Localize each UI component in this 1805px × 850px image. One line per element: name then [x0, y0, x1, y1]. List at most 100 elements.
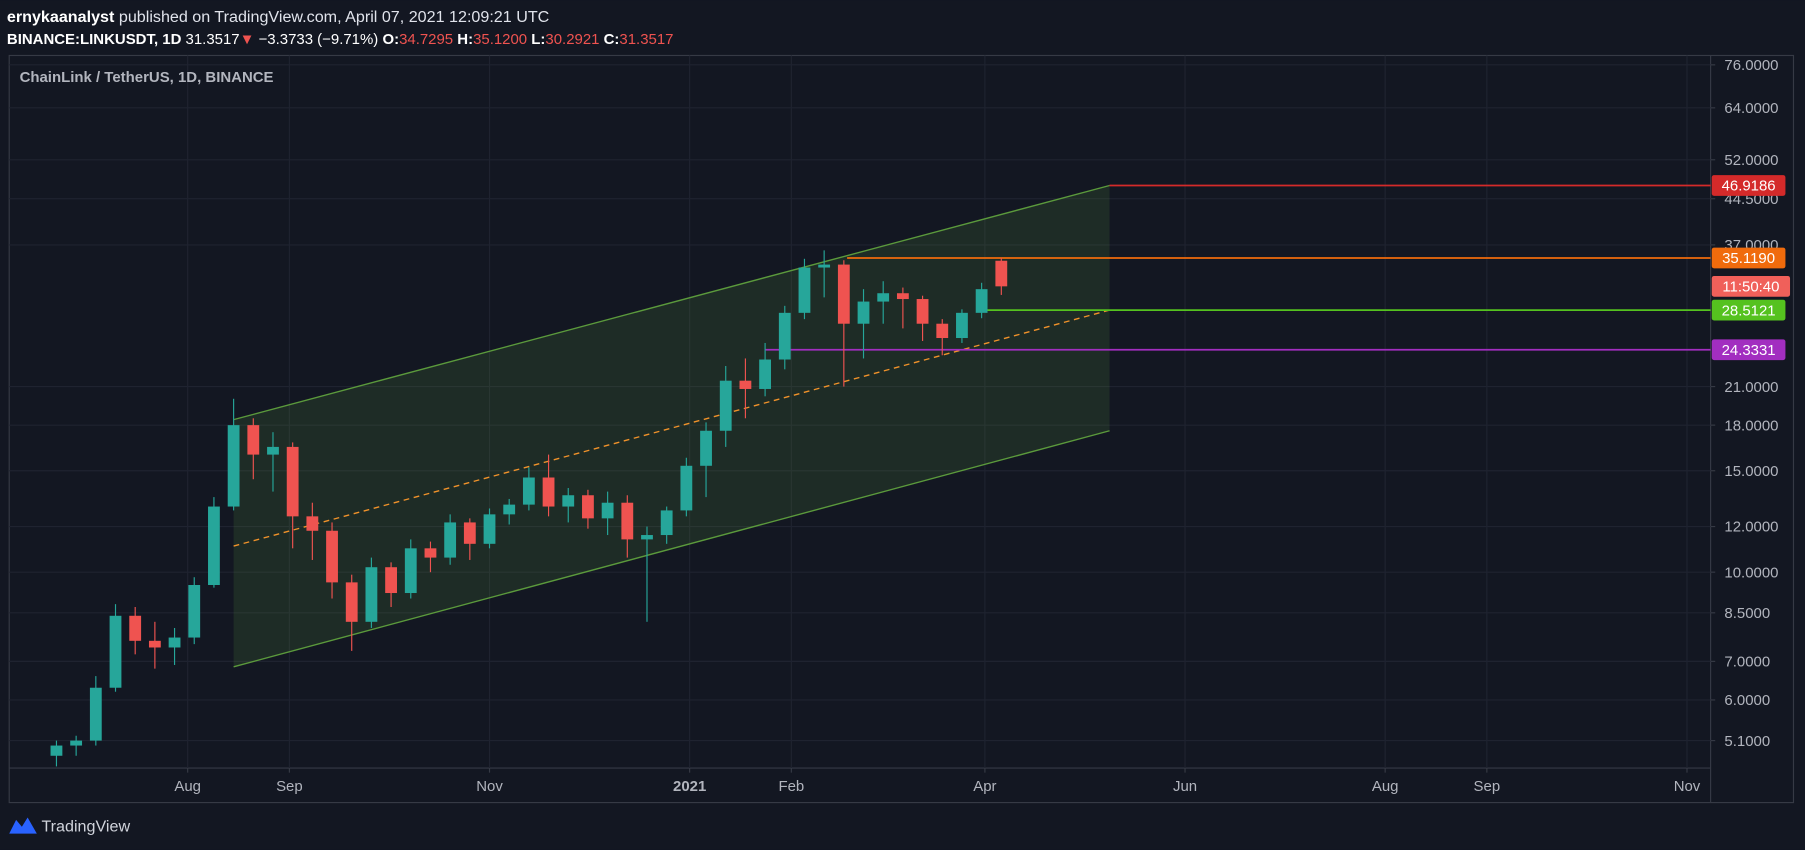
candle-body — [995, 260, 1008, 287]
candle-body — [365, 567, 378, 622]
candle-body — [778, 312, 791, 360]
price: 31.3517 — [186, 31, 240, 48]
candle-body — [601, 502, 614, 519]
brand: TradingView — [41, 817, 130, 835]
candle-body — [582, 495, 594, 519]
close: 31.3517 — [619, 31, 673, 48]
axes: 76.000064.000052.000044.500037.000021.00… — [174, 57, 1791, 795]
candle-body — [857, 301, 870, 324]
price-label: 28.5121 — [1722, 302, 1776, 319]
x-tick-label: Aug — [174, 778, 201, 795]
y-tick-label: 5.1000 — [1724, 733, 1770, 750]
x-tick-label: Nov — [476, 778, 503, 795]
x-tick-label: 2021 — [673, 778, 706, 795]
arrow: ▼ — [240, 31, 255, 48]
candle-body — [916, 299, 929, 324]
o-label: O: — [382, 31, 399, 48]
candle-body — [818, 264, 831, 268]
y-tick-label: 7.0000 — [1724, 654, 1770, 671]
y-tick-label: 15.0000 — [1724, 463, 1778, 480]
candle-body — [621, 502, 634, 540]
candle-body — [660, 510, 673, 536]
candle-body — [562, 495, 575, 507]
candles — [50, 250, 1008, 767]
candle-body — [837, 264, 850, 324]
y-tick-label: 76.0000 — [1724, 57, 1778, 74]
price-label-bg — [1711, 247, 1786, 269]
y-tick-label: 12.0000 — [1724, 519, 1778, 536]
candle-body — [267, 446, 279, 455]
x-tick-label: Sep — [276, 778, 303, 795]
header-line: ernykaanalyst published on TradingView.c… — [7, 8, 550, 26]
y-tick-label: 6.0000 — [1724, 692, 1770, 709]
candle-body — [542, 477, 555, 507]
candle-body — [129, 615, 142, 641]
candle-body — [719, 380, 732, 431]
candle-body — [424, 548, 437, 558]
price-label: 46.9186 — [1722, 178, 1776, 195]
open: 34.7295 — [399, 31, 453, 48]
x-tick-label: Apr — [973, 778, 996, 795]
chart-title: ChainLink / TetherUS, 1D, BINANCE — [20, 69, 274, 86]
candle-body — [641, 535, 653, 540]
candle-body — [208, 506, 220, 585]
candle-body — [896, 293, 909, 300]
candle-body — [975, 289, 988, 313]
candle-body — [70, 740, 83, 746]
price-label-bg — [1711, 339, 1786, 361]
candle-body — [286, 446, 299, 517]
candle-body — [680, 465, 693, 511]
candle-body — [168, 637, 181, 648]
price-label: 24.3331 — [1722, 342, 1776, 359]
candle-body — [877, 293, 890, 302]
y-tick-label: 8.5000 — [1724, 605, 1770, 622]
candle-body — [483, 514, 496, 544]
candle-body — [444, 522, 457, 558]
h-label: H: — [457, 31, 473, 48]
candle-body — [306, 516, 319, 531]
candle-body — [50, 745, 63, 756]
symbol: BINANCE:LINKUSDT, 1D — [7, 31, 182, 48]
candle-body — [404, 548, 417, 594]
y-tick-label: 64.0000 — [1724, 100, 1778, 117]
y-tick-label: 18.0000 — [1724, 417, 1778, 434]
price-label: 35.1190 — [1722, 250, 1775, 267]
candle-body — [227, 425, 240, 507]
candle-body — [956, 312, 968, 339]
price-label-bg — [1711, 175, 1786, 196]
change: −3.3733 (−9.71%) — [259, 31, 379, 48]
candle-body — [700, 430, 712, 466]
candle-body — [503, 504, 516, 515]
ohlc-line: BINANCE:LINKUSDT, 1D 31.3517▼ −3.3733 (−… — [7, 31, 674, 48]
x-tick-label: Aug — [1372, 778, 1399, 795]
x-tick-label: Nov — [1674, 778, 1701, 795]
c-label: C: — [604, 31, 620, 48]
candle-body — [109, 615, 122, 688]
countdown: 11:50:40 — [1722, 279, 1779, 296]
author: ernykaanalyst — [7, 8, 115, 26]
candle-body — [759, 359, 771, 389]
y-tick-label: 10.0000 — [1724, 564, 1778, 581]
candle-body — [522, 477, 535, 505]
candle-body — [739, 380, 752, 389]
candle-body — [247, 425, 260, 455]
candle-body — [148, 640, 161, 648]
x-tick-label: Sep — [1474, 778, 1501, 795]
price-label-bg — [1711, 299, 1786, 321]
candle-body — [188, 584, 201, 638]
candle-body — [89, 687, 102, 741]
channel-upper — [233, 184, 1110, 421]
candle-body — [798, 267, 811, 313]
low: 30.2921 — [545, 31, 599, 48]
y-tick-label: 21.0000 — [1724, 379, 1778, 396]
candle-body — [345, 582, 358, 622]
countdown-bg — [1711, 275, 1791, 297]
x-tick-label: Feb — [778, 778, 804, 795]
l-label: L: — [531, 31, 545, 48]
frame — [8, 54, 1795, 804]
candle-body — [326, 530, 338, 583]
candle-body — [463, 522, 476, 544]
y-tick-label: 52.0000 — [1724, 152, 1778, 169]
